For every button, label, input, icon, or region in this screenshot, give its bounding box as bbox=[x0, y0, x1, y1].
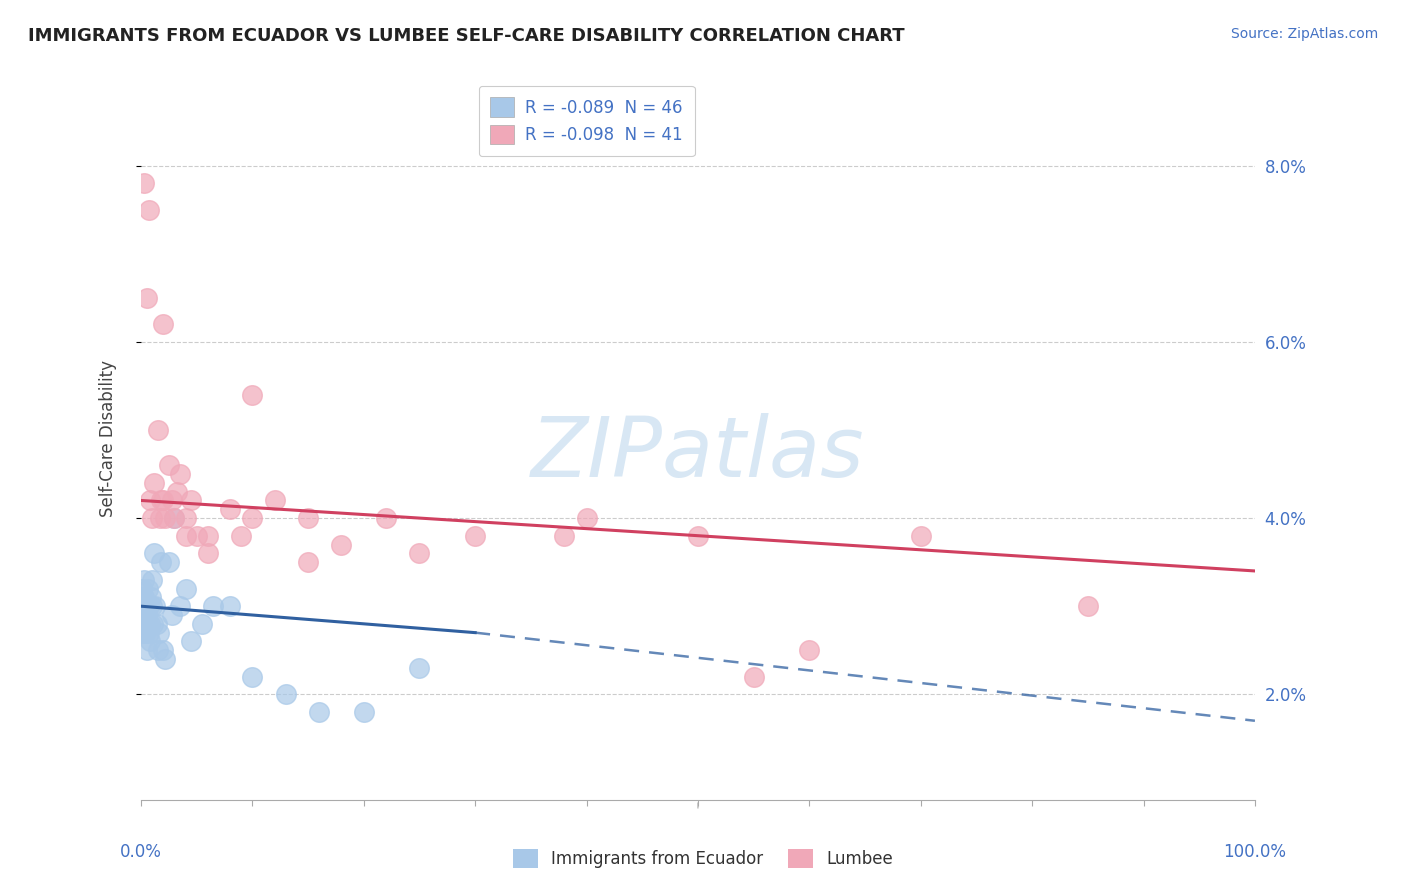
Point bbox=[131, 616, 153, 631]
Point bbox=[145, 616, 167, 631]
Point bbox=[139, 634, 162, 648]
Point bbox=[145, 599, 167, 614]
Point bbox=[575, 511, 598, 525]
Point bbox=[152, 317, 174, 331]
Point bbox=[135, 643, 157, 657]
Point bbox=[139, 493, 162, 508]
Point bbox=[152, 493, 174, 508]
Point bbox=[297, 555, 319, 569]
Point bbox=[297, 511, 319, 525]
Point bbox=[910, 529, 932, 543]
Point bbox=[131, 591, 153, 605]
Point bbox=[157, 555, 180, 569]
Y-axis label: Self-Care Disability: Self-Care Disability bbox=[100, 360, 117, 517]
Point bbox=[180, 634, 202, 648]
Point bbox=[136, 582, 159, 596]
Point bbox=[146, 423, 169, 437]
Point bbox=[174, 511, 197, 525]
Point bbox=[553, 529, 575, 543]
Point bbox=[141, 573, 163, 587]
Point bbox=[166, 484, 188, 499]
Legend: Immigrants from Ecuador, Lumbee: Immigrants from Ecuador, Lumbee bbox=[506, 842, 900, 875]
Point bbox=[134, 591, 156, 605]
Point bbox=[191, 616, 214, 631]
Point bbox=[174, 529, 197, 543]
Point bbox=[134, 616, 156, 631]
Point bbox=[231, 529, 253, 543]
Point bbox=[464, 529, 486, 543]
Point bbox=[142, 616, 165, 631]
Point bbox=[134, 599, 156, 614]
Point bbox=[160, 607, 183, 622]
Point bbox=[163, 511, 186, 525]
Point bbox=[274, 687, 297, 701]
Point bbox=[138, 202, 160, 217]
Point bbox=[129, 599, 152, 614]
Point bbox=[197, 546, 219, 560]
Point bbox=[134, 573, 156, 587]
Point bbox=[375, 511, 398, 525]
Point bbox=[155, 652, 177, 666]
Point bbox=[197, 529, 219, 543]
Point bbox=[169, 599, 191, 614]
Point bbox=[150, 555, 173, 569]
Point bbox=[155, 511, 177, 525]
Point bbox=[408, 546, 430, 560]
Text: ZIPatlas: ZIPatlas bbox=[531, 413, 865, 493]
Point bbox=[330, 537, 353, 551]
Point bbox=[157, 458, 180, 473]
Point bbox=[141, 599, 163, 614]
Point bbox=[138, 599, 160, 614]
Point bbox=[132, 607, 155, 622]
Point bbox=[150, 493, 173, 508]
Point bbox=[152, 643, 174, 657]
Point bbox=[132, 599, 155, 614]
Point bbox=[163, 511, 186, 525]
Point bbox=[139, 591, 162, 605]
Point bbox=[169, 467, 191, 481]
Point bbox=[135, 607, 157, 622]
Text: 0.0%: 0.0% bbox=[120, 843, 162, 861]
Text: IMMIGRANTS FROM ECUADOR VS LUMBEE SELF-CARE DISABILITY CORRELATION CHART: IMMIGRANTS FROM ECUADOR VS LUMBEE SELF-C… bbox=[28, 27, 904, 45]
Point bbox=[131, 582, 153, 596]
Text: Source: ZipAtlas.com: Source: ZipAtlas.com bbox=[1230, 27, 1378, 41]
Point bbox=[134, 625, 156, 640]
Legend: R = -0.089  N = 46, R = -0.098  N = 41: R = -0.089 N = 46, R = -0.098 N = 41 bbox=[478, 86, 695, 156]
Point bbox=[408, 661, 430, 675]
Point bbox=[240, 670, 263, 684]
Point bbox=[138, 625, 160, 640]
Point bbox=[146, 643, 169, 657]
Point bbox=[134, 176, 156, 190]
Point bbox=[240, 511, 263, 525]
Point bbox=[240, 387, 263, 401]
Point bbox=[135, 291, 157, 305]
Point bbox=[186, 529, 208, 543]
Point bbox=[141, 511, 163, 525]
Point bbox=[742, 670, 765, 684]
Point bbox=[219, 502, 242, 516]
Point bbox=[180, 493, 202, 508]
Point bbox=[353, 705, 375, 719]
Point bbox=[799, 643, 821, 657]
Point bbox=[686, 529, 709, 543]
Point bbox=[148, 625, 170, 640]
Point bbox=[143, 475, 166, 490]
Point bbox=[174, 582, 197, 596]
Point bbox=[132, 625, 155, 640]
Point bbox=[143, 546, 166, 560]
Point bbox=[263, 493, 285, 508]
Text: 100.0%: 100.0% bbox=[1223, 843, 1286, 861]
Point bbox=[136, 616, 159, 631]
Point bbox=[219, 599, 242, 614]
Point bbox=[149, 511, 172, 525]
Point bbox=[139, 616, 162, 631]
Point bbox=[1077, 599, 1099, 614]
Point bbox=[160, 493, 183, 508]
Point bbox=[308, 705, 330, 719]
Point bbox=[202, 599, 225, 614]
